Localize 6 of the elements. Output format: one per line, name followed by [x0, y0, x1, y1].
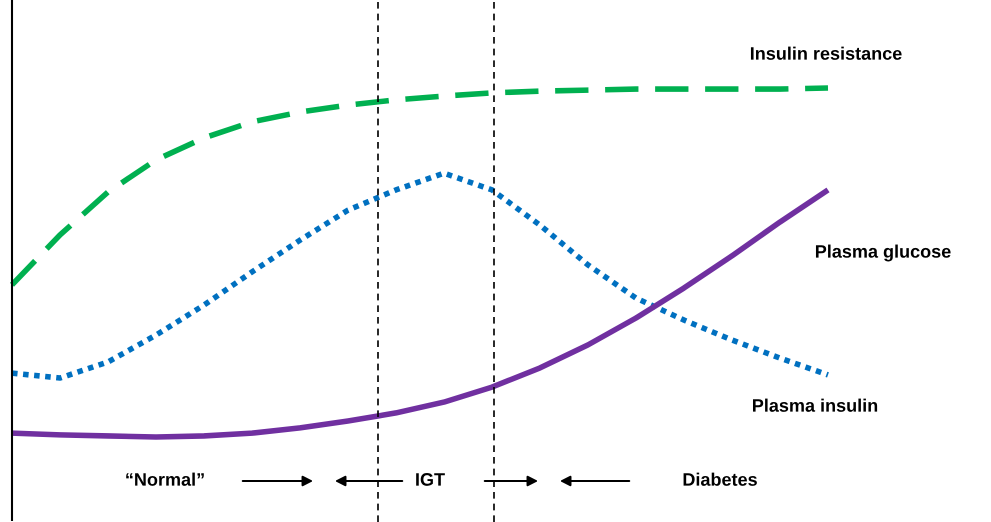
- text: Diabetes: [684, 472, 757, 486]
- series-label: Plasma insulin: [752, 398, 878, 412]
- series-label: Insulin resistance: [750, 46, 902, 60]
- text: Plasma glucose: [816, 244, 951, 262]
- text: “Normal”: [126, 472, 204, 486]
- text: IGT: [416, 473, 445, 486]
